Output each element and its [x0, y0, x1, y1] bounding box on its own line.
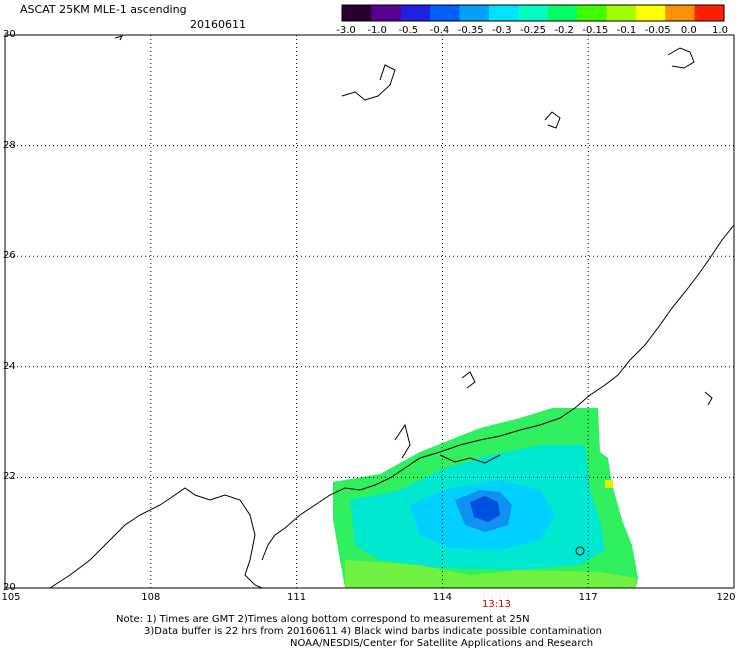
swath-light-green-patch	[345, 560, 636, 588]
y-tick-label: 22	[3, 471, 16, 483]
colorbar-segment	[342, 5, 372, 21]
y-tick-label: 20	[3, 582, 16, 593]
colorbar-segment	[547, 5, 578, 21]
y-tick-label: 24	[3, 360, 16, 372]
colorbar-label: -0.35	[457, 25, 484, 36]
y-tick-label: 30	[3, 29, 16, 40]
x-tick-label: 117	[578, 592, 598, 603]
colorbar-label: -3.0	[336, 25, 356, 36]
date-label: 20160611	[190, 18, 246, 31]
x-tick-label: 114	[432, 592, 452, 603]
colorbar-label: -0.15	[582, 25, 609, 36]
map-frame	[4, 34, 735, 589]
ascat-swath	[333, 408, 638, 588]
swath-yellow-pixel	[605, 480, 613, 488]
y-tick-label: 26	[3, 250, 16, 262]
colorbar	[341, 4, 725, 22]
x-tick-label: 111	[287, 592, 307, 603]
colorbar-label: -0.2	[554, 25, 574, 36]
colorbar-label: 0.0	[680, 25, 697, 36]
coastline	[49, 35, 735, 589]
colorbar-segment	[488, 5, 519, 21]
colorbar-segment	[371, 5, 402, 21]
colorbar-label: -0.1	[616, 25, 637, 36]
colorbar-segment	[635, 5, 666, 21]
x-tick-label: 105	[1, 592, 21, 603]
time-label: 13:13	[482, 599, 511, 610]
colorbar-segment	[577, 5, 607, 21]
note-line-3: NOAA/NESDIS/Center for Satellite Applica…	[290, 638, 594, 649]
colorbar-segment	[459, 5, 490, 21]
note-line-1: Note: 1) Times are GMT 2)Times along bot…	[116, 614, 530, 625]
colorbar-segment	[665, 5, 696, 21]
colorbar-segment	[606, 5, 637, 21]
colorbar-segment	[694, 5, 725, 21]
chart-title: ASCAT 25KM MLE-1 ascending	[20, 3, 187, 16]
colorbar-frame	[341, 4, 725, 22]
colorbar-label: -0.5	[398, 25, 419, 36]
note-line-2: 3)Data buffer is 22 hrs from 20160611 4)…	[144, 626, 602, 637]
colorbar-segment	[518, 5, 549, 21]
colorbar-segment	[430, 5, 461, 21]
colorbar-label: -1.0	[367, 25, 387, 36]
x-tick-label: 120	[716, 592, 736, 603]
colorbar-segment	[400, 5, 431, 21]
colorbar-label: -0.4	[429, 25, 450, 36]
y-tick-label: 28	[3, 139, 16, 151]
colorbar-label: -0.25	[520, 25, 546, 36]
swath-deep-blue-core	[470, 496, 500, 522]
colorbar-label: -0.3	[492, 25, 512, 36]
colorbar-label: -0.05	[644, 25, 671, 36]
x-tick-label: 108	[141, 592, 161, 603]
colorbar-label: 1.0	[712, 25, 728, 36]
